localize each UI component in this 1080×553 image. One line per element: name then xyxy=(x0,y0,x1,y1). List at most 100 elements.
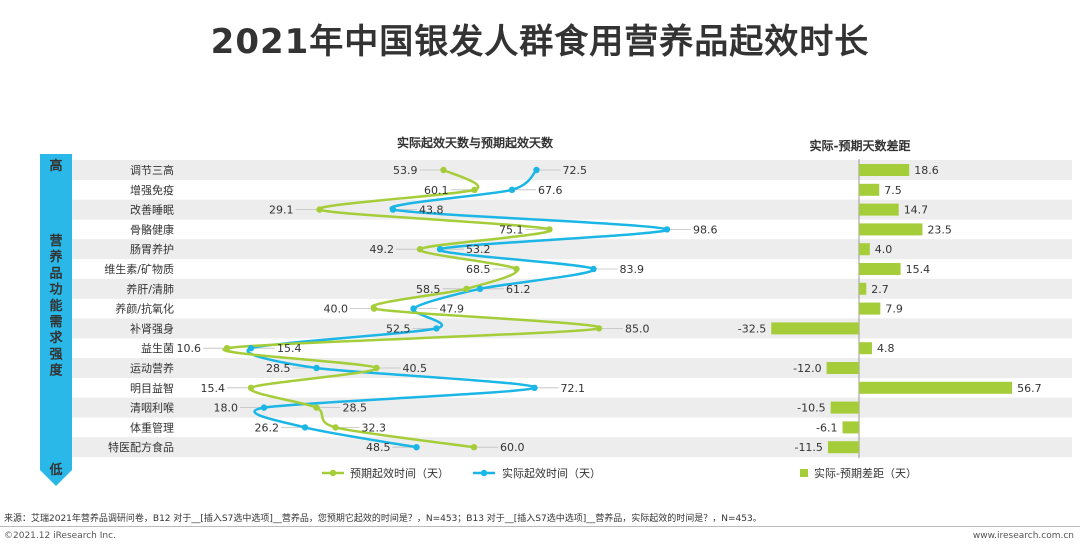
axis-label-char: 求 xyxy=(49,330,63,346)
data-label-actual: 26.2 xyxy=(255,421,280,434)
category-label: 养颜/抗氧化 xyxy=(115,302,174,316)
row-band xyxy=(72,318,1072,339)
gap-bar xyxy=(859,203,899,216)
data-label-expected: 49.2 xyxy=(370,243,395,256)
data-point-actual xyxy=(413,444,420,451)
data-point-actual xyxy=(476,285,484,292)
row-band xyxy=(72,239,1072,260)
data-label-expected: 29.1 xyxy=(269,204,294,217)
data-point-expected xyxy=(332,424,339,431)
data-point-actual xyxy=(433,325,440,332)
row-band xyxy=(72,160,1072,180)
category-labels: 调节三高增强免疫改善睡眠骨骼健康肠胃养护维生素/矿物质养肝/清肺养颜/抗氧化补肾… xyxy=(104,163,174,454)
axis-label-char: 能 xyxy=(49,298,62,314)
bar-chart-title: 实际-预期天数差距 xyxy=(810,138,911,153)
gap-bar-label: 7.9 xyxy=(885,303,903,316)
gap-bars xyxy=(771,164,1013,454)
legend-label-expected: 预期起效时间（天） xyxy=(350,466,449,480)
website-link[interactable]: www.iresearch.com.cn xyxy=(972,531,1074,541)
gap-bar-label: 14.7 xyxy=(904,204,929,217)
row-band xyxy=(72,437,1072,458)
data-point-expected xyxy=(247,384,255,391)
axis-label-char: 强 xyxy=(49,347,62,362)
gap-bar xyxy=(859,302,881,315)
category-label: 特医配方食品 xyxy=(108,440,174,454)
gap-bar-labels: 18.6 7.514.7 23.5 4.0 15.4 2.7 7.9 -32.5 4.8 -12.… xyxy=(738,164,1042,454)
copyright: ©2021.12 iResearch Inc. xyxy=(4,531,116,541)
intensity-arrow xyxy=(40,154,72,486)
gap-bar-label: 23.5 xyxy=(927,223,952,236)
data-point-expected xyxy=(463,285,470,292)
data-label-actual: 72.1 xyxy=(561,382,586,395)
data-point-actual xyxy=(663,226,671,233)
axis-label-char: 功 xyxy=(49,283,62,298)
data-label-actual: 52.5 xyxy=(386,322,411,335)
data-label-actual: 43.8 xyxy=(419,204,444,217)
data-point-actual xyxy=(508,186,516,193)
category-label: 明目益智 xyxy=(130,381,174,395)
legend-swatch-gap xyxy=(800,469,808,477)
axis-low-label: 低 xyxy=(48,462,62,478)
data-label-actual: 48.5 xyxy=(366,441,391,454)
axis-high-label: 高 xyxy=(49,158,62,174)
data-label-actual: 28.5 xyxy=(266,362,291,375)
gap-bar-label: 7.5 xyxy=(884,184,902,197)
gap-bar-label: 2.7 xyxy=(871,283,889,296)
axis-label-char: 养 xyxy=(48,249,63,265)
data-point-expected xyxy=(316,206,323,213)
data-point-actual xyxy=(313,364,320,372)
data-label-actual: 98.6 xyxy=(693,223,718,236)
gap-bar xyxy=(859,263,901,275)
gap-bar xyxy=(859,183,880,196)
data-label-actual: 67.6 xyxy=(538,184,563,197)
legend-marker-expected xyxy=(329,469,337,477)
data-point-expected xyxy=(546,226,553,233)
gap-bar xyxy=(859,282,867,295)
source-note: 来源：艾瑞2021年营养品调研问卷，B12 对于__[插入S7选中选项]__营养… xyxy=(4,514,762,524)
gap-bar xyxy=(859,381,1013,394)
data-point-expected xyxy=(595,325,603,332)
data-label-actual: 72.5 xyxy=(563,164,588,177)
gap-bar xyxy=(830,401,859,414)
data-point-expected xyxy=(471,186,478,193)
data-label-actual: 47.9 xyxy=(440,303,465,316)
data-point-actual xyxy=(590,265,597,273)
line-chart-title: 实际起效天数与预期起效天数 xyxy=(397,135,554,150)
data-point-expected xyxy=(440,166,447,174)
category-label: 运动营养 xyxy=(130,361,174,375)
row-band xyxy=(72,358,1072,378)
data-label-expected: 75.1 xyxy=(499,223,524,236)
gap-bar xyxy=(859,164,910,176)
gap-bar xyxy=(859,243,870,256)
category-label: 维生素/矿物质 xyxy=(104,262,174,276)
data-point-expected xyxy=(470,444,478,451)
data-label-expected: 58.5 xyxy=(416,283,441,296)
gap-bar-label: -10.5 xyxy=(797,402,825,415)
legend-label-gap: 实际-预期差距（天） xyxy=(814,466,917,480)
gap-bar xyxy=(842,421,859,434)
axis-label-char: 营 xyxy=(49,233,62,249)
data-label-expected: 28.5 xyxy=(343,402,368,415)
data-label-actual: 83.9 xyxy=(620,263,645,276)
category-label: 骨骼健康 xyxy=(130,222,174,236)
gap-bar xyxy=(859,223,923,236)
category-label: 清咽利喉 xyxy=(130,402,174,415)
axis-label-char: 需 xyxy=(49,315,62,330)
data-point-expected xyxy=(373,364,380,372)
data-label-expected: 40.5 xyxy=(403,362,428,375)
data-label-expected: 40.0 xyxy=(324,303,349,316)
data-point-actual xyxy=(436,246,444,253)
data-label-actual: 18.0 xyxy=(214,402,239,415)
category-label: 肠胃养护 xyxy=(130,242,174,256)
data-label-actual: 15.4 xyxy=(277,342,302,355)
data-point-actual xyxy=(301,424,309,431)
category-label: 补肾强身 xyxy=(130,321,174,335)
category-label: 调节三高 xyxy=(130,163,174,177)
row-band xyxy=(72,199,1072,220)
arrow-shape xyxy=(40,154,72,486)
data-point-actual xyxy=(389,206,397,213)
gap-bar-label: -32.5 xyxy=(738,322,766,335)
data-point-actual xyxy=(247,345,255,352)
gap-bar xyxy=(771,322,859,335)
